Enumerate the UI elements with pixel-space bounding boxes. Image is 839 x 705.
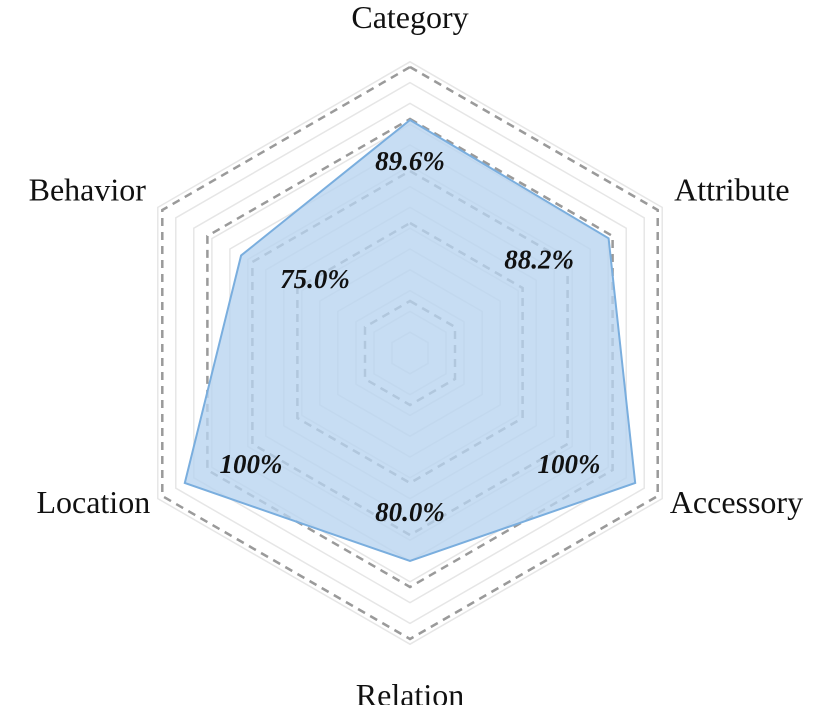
- value-label-attribute: 88.2%: [504, 244, 574, 274]
- axis-label-location: Location: [36, 484, 150, 520]
- grid-ring: [175, 81, 645, 625]
- dashed-ring: [206, 117, 614, 589]
- axis-label-category: Category: [351, 0, 468, 35]
- axis-labels: Category Attribute Accessory Relation Locati…: [29, 0, 803, 705]
- data-polygon: [183, 118, 637, 563]
- axis-label-attribute: Attribute: [674, 172, 790, 208]
- dashed-ring: [161, 65, 659, 641]
- axis-label-relation: Relation: [356, 677, 464, 705]
- axis-label-behavior: Behavior: [29, 172, 147, 208]
- value-labels: 89.6% 88.2% 100% 80.0% 100% 75.0%: [220, 146, 601, 527]
- value-label-location: 100%: [220, 449, 283, 479]
- axis-label-accessory: Accessory: [670, 484, 803, 520]
- value-label-relation: 80.0%: [375, 497, 445, 527]
- value-label-accessory: 100%: [538, 449, 601, 479]
- grid-ring: [193, 102, 627, 604]
- data-area: [183, 118, 637, 563]
- value-label-behavior: 75.0%: [280, 264, 350, 294]
- grid-ring: [157, 60, 663, 646]
- value-label-category: 89.6%: [375, 146, 445, 176]
